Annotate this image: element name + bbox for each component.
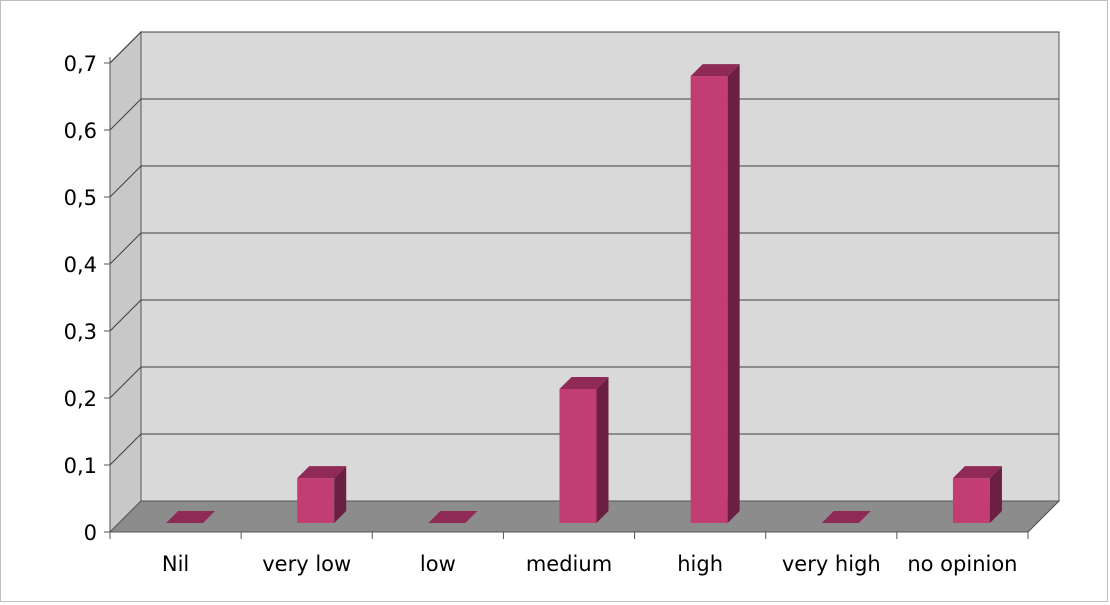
y-tick-label: 0,5 [64, 186, 97, 210]
gridline [109, 299, 1059, 332]
bar [952, 466, 1002, 523]
x-axis-tick-labels: Nil very low low medium high very high no opin… [162, 552, 1018, 576]
y-tick-label: 0,7 [64, 52, 97, 76]
gridline [109, 165, 1059, 198]
gridlines [109, 31, 1059, 466]
gridline [109, 98, 1059, 131]
bar-side [596, 377, 609, 523]
bars [166, 64, 1002, 524]
x-tick-label: medium [526, 552, 612, 576]
y-tick-label: 0,6 [64, 119, 97, 143]
x-tick-label: low [420, 552, 456, 576]
x-tick-label: very low [262, 552, 351, 576]
x-tick-label: Nil [162, 552, 189, 576]
y-axis-tick-labels: 0 0,1 0,2 0,3 0,4 0,5 0,6 0,7 [64, 52, 97, 545]
floor-edge [1027, 500, 1060, 533]
y-tick-label: 0 [84, 521, 97, 545]
bar-top [559, 377, 609, 389]
bar-side [334, 466, 347, 523]
bar-top [952, 466, 1002, 479]
bar-side [727, 64, 740, 524]
y-tick-label: 0,4 [64, 253, 97, 277]
y-tick-label: 0,3 [64, 320, 97, 344]
bar-front [952, 478, 990, 523]
x-tick-label: very high [782, 552, 881, 576]
bar [559, 377, 609, 523]
bar-top [166, 511, 216, 523]
bar-front [297, 478, 335, 523]
bar-side [989, 466, 1002, 523]
y-tick-label: 0,2 [64, 387, 97, 411]
gridline [109, 366, 1059, 399]
bar [297, 466, 347, 523]
gridline [109, 232, 1059, 265]
bar [166, 511, 216, 523]
y-tick-label: 0,1 [64, 454, 97, 478]
bar-top [690, 64, 740, 77]
bar [821, 511, 871, 523]
bar-top [428, 511, 478, 523]
axes [104, 57, 1060, 539]
bar-front [690, 76, 728, 524]
side-wall [109, 30, 142, 534]
gridline [109, 433, 1059, 466]
bar-top [821, 511, 871, 523]
bar-front [559, 389, 597, 523]
bar [690, 64, 740, 524]
bar-top [297, 466, 347, 479]
bar [428, 511, 478, 523]
x-tick-label: no opinion [907, 552, 1017, 576]
x-tick-label: high [677, 552, 723, 576]
gridline [109, 31, 1059, 64]
